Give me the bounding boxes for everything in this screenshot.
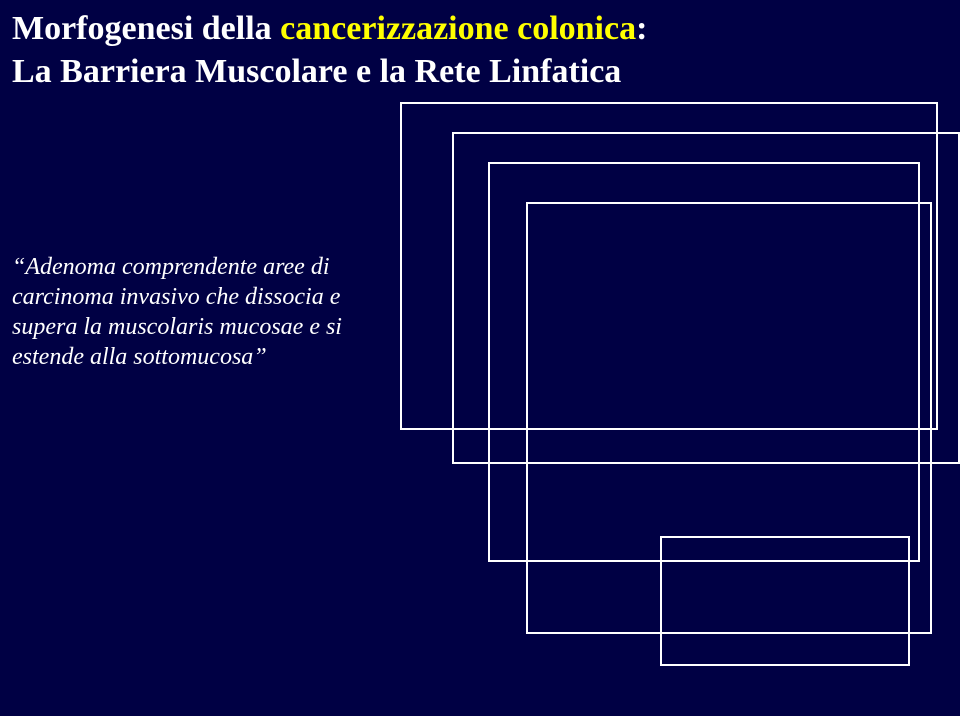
- rect-5: [660, 536, 910, 666]
- quote-open: “: [12, 254, 25, 280]
- title-line-2: La Barriera Muscolare e la Rete Linfatic…: [12, 51, 948, 94]
- title-line-1: Morfogenesi della cancerizzazione coloni…: [12, 8, 948, 51]
- title-line1-highlight: cancerizzazione colonica: [280, 10, 636, 47]
- quote-block: “Adenoma comprendente aree di carcinoma …: [12, 252, 372, 372]
- title-line1-pre: Morfogenesi della: [12, 10, 280, 47]
- overlapping-rectangles: [400, 102, 960, 692]
- quote-close: ”: [253, 344, 266, 370]
- title-line1-post: :: [636, 10, 647, 47]
- quote-body: Adenoma comprendente aree di carcinoma i…: [12, 254, 342, 370]
- slide-title: Morfogenesi della cancerizzazione coloni…: [12, 8, 948, 93]
